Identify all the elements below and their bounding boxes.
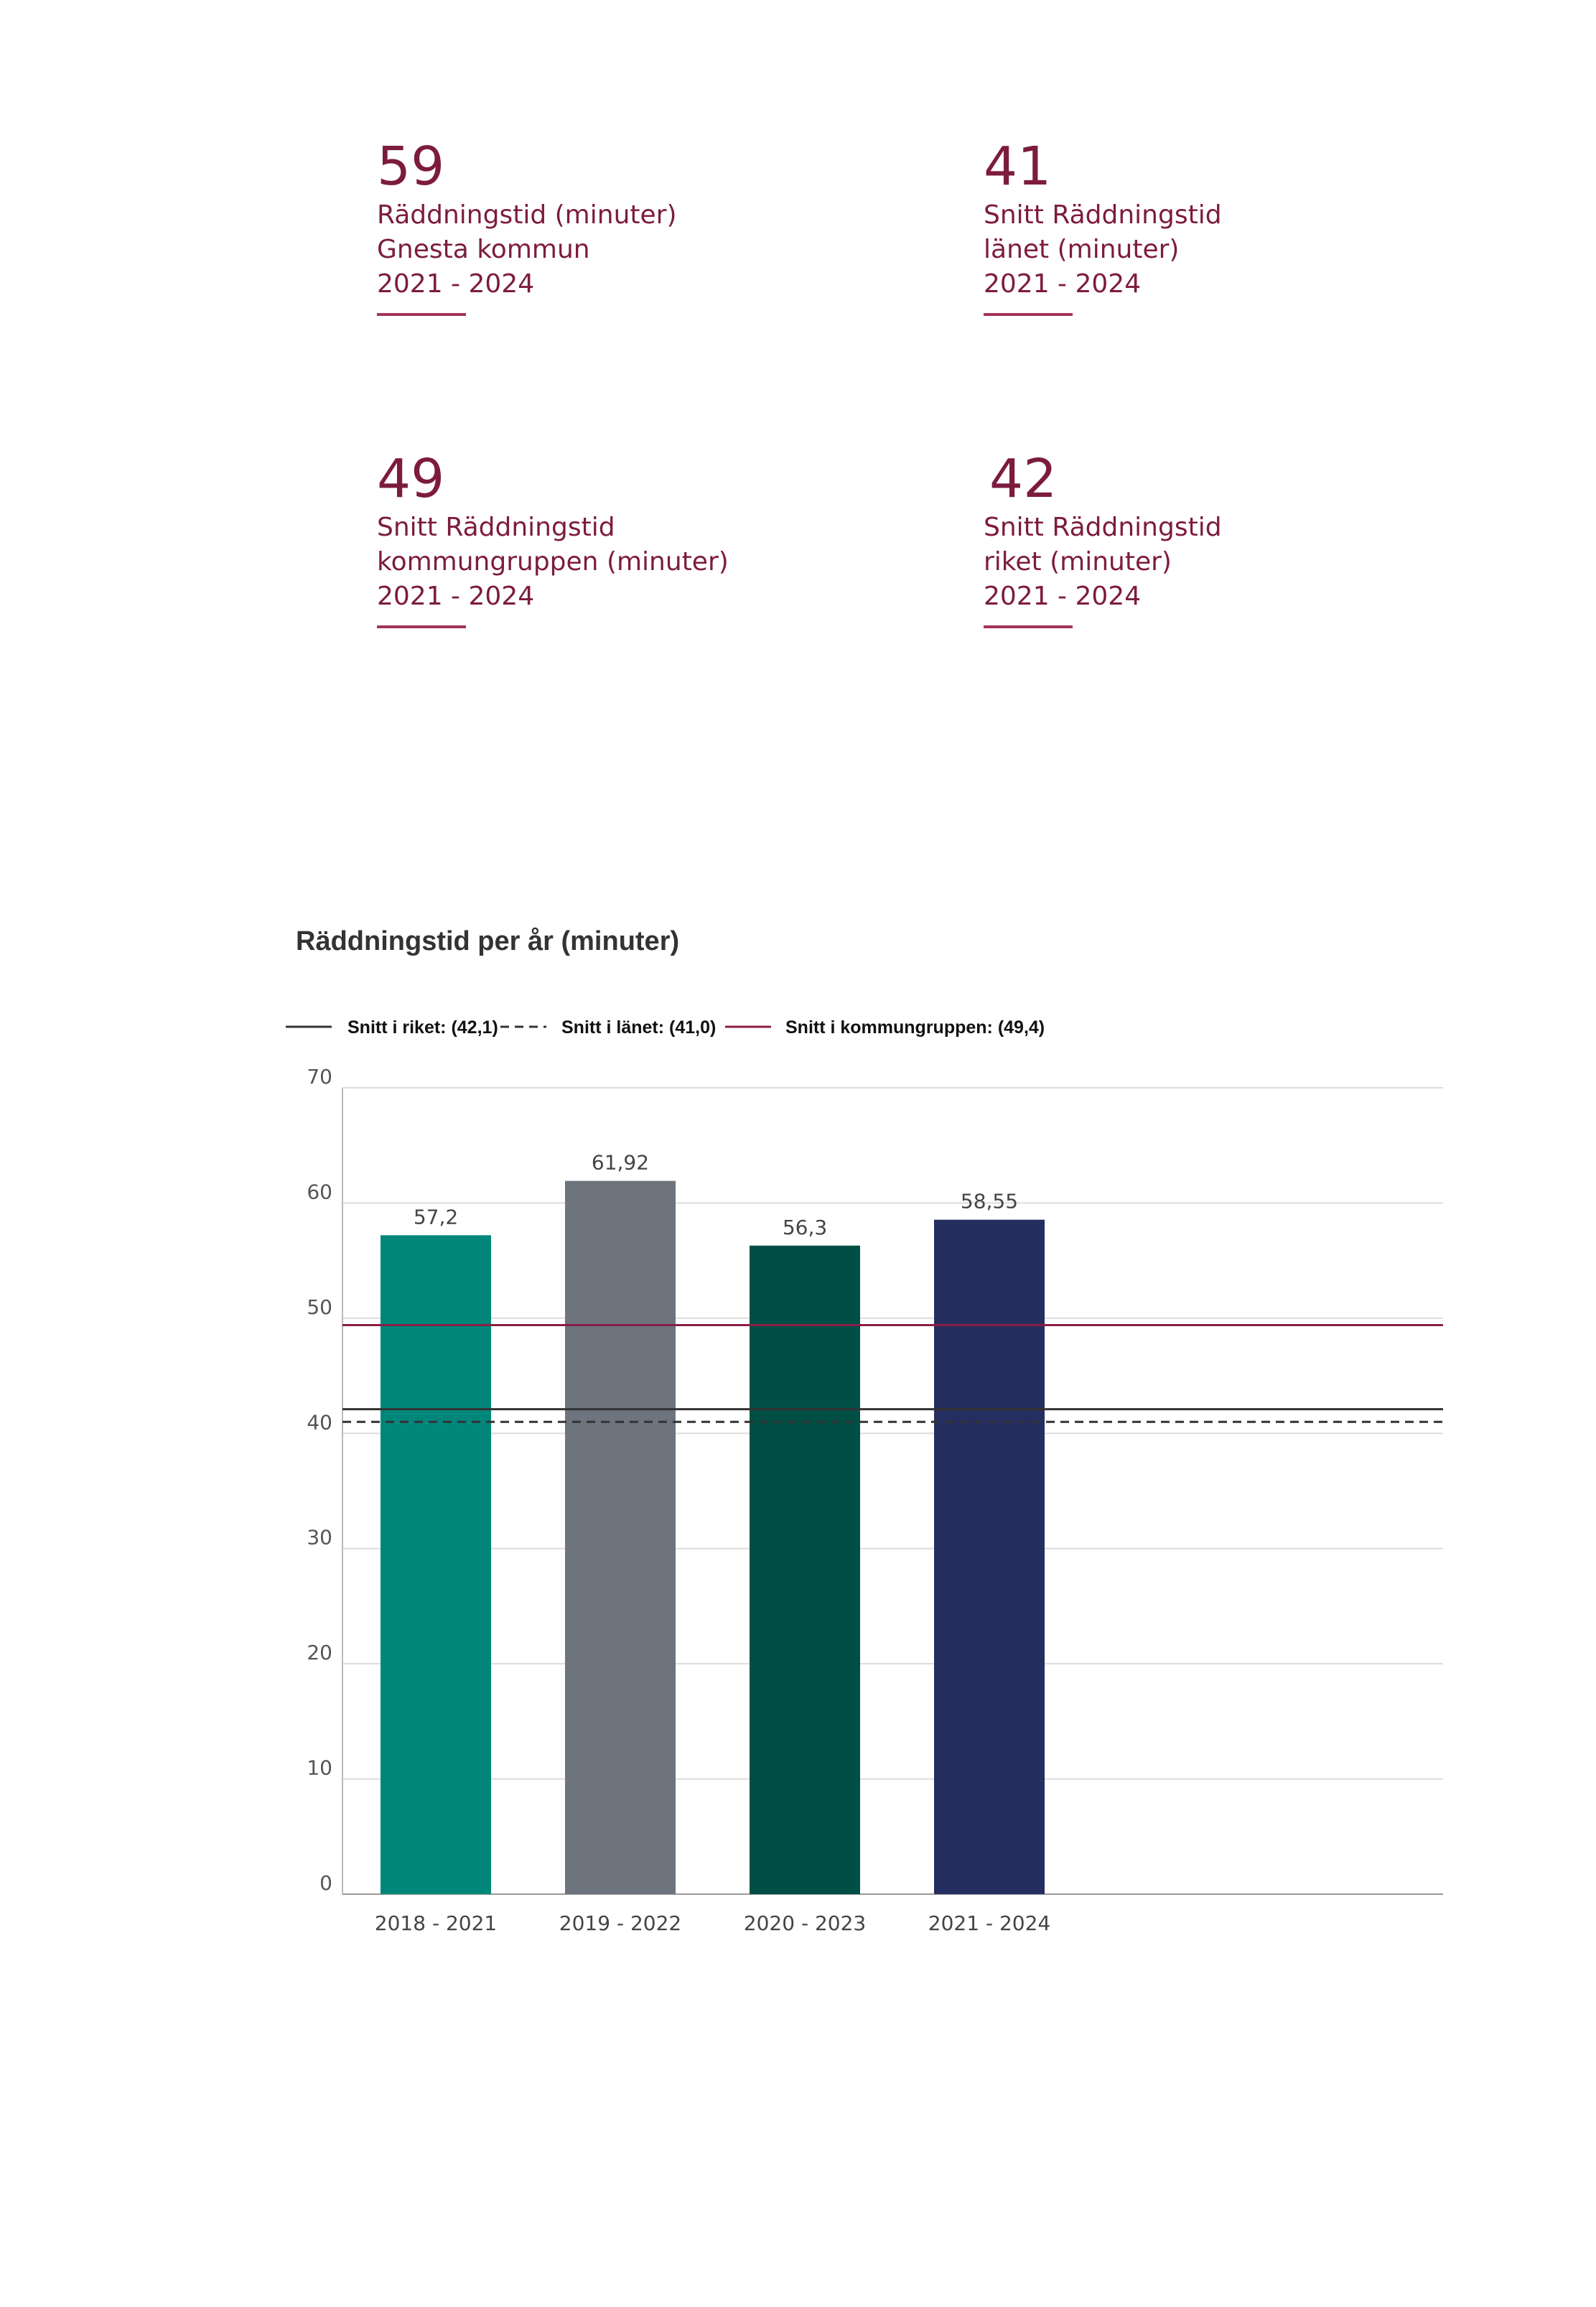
- kpi-kommungrupp-response-time: 49 Snitt Räddningstid kommungruppen (min…: [377, 449, 729, 628]
- kpi-period: 2021 - 2024: [377, 269, 535, 299]
- legend-label: Snitt i länet: (41,0): [561, 1017, 716, 1038]
- kpi-riket-response-time: 42 Snitt Räddningstid riket (minuter) 20…: [984, 449, 1222, 628]
- kpi-value: 42: [989, 448, 1058, 510]
- y-tick-label: 30: [307, 1526, 332, 1549]
- kpi-label-line: Snitt Räddningstid: [984, 513, 1222, 542]
- y-tick-label: 70: [307, 1065, 332, 1089]
- data-label: 61,92: [592, 1151, 649, 1175]
- kpi-period: 2021 - 2024: [377, 582, 535, 611]
- kpi-label-line: Räddningstid (minuter): [377, 200, 677, 230]
- kpi-underline: [984, 313, 1073, 316]
- y-tick-label: 20: [307, 1641, 332, 1664]
- kpi-label-line: Snitt Räddningstid: [377, 513, 615, 542]
- x-tick-label: 2018 - 2021: [375, 1911, 497, 1935]
- x-tick-label: 2021 - 2024: [928, 1911, 1050, 1935]
- kpi-underline: [377, 313, 466, 316]
- bar: [565, 1180, 676, 1894]
- kpi-period: 2021 - 2024: [984, 582, 1142, 611]
- legend-label: Snitt i kommungruppen: (49,4): [785, 1017, 1045, 1038]
- kpi-gnesta-response-time: 59 Räddningstid (minuter) Gnesta kommun …: [377, 136, 677, 316]
- y-tick-label: 60: [307, 1180, 332, 1203]
- y-tick-label: 0: [319, 1871, 332, 1895]
- kpi-underline: [984, 625, 1073, 628]
- kpi-label-line: länet (minuter): [984, 235, 1180, 264]
- kpi-label-line: riket (minuter): [984, 547, 1172, 577]
- y-tick-label: 10: [307, 1756, 332, 1780]
- data-label: 56,3: [783, 1216, 827, 1239]
- kpi-label-line: Snitt Räddningstid: [984, 200, 1222, 230]
- kpi-lanet-response-time: 41 Snitt Räddningstid länet (minuter) 20…: [984, 136, 1222, 316]
- kpi-period: 2021 - 2024: [984, 269, 1142, 299]
- legend-label: Snitt i riket: (42,1): [347, 1017, 498, 1038]
- x-tick-label: 2020 - 2023: [744, 1911, 866, 1935]
- data-label: 58,55: [961, 1190, 1018, 1213]
- chart-title: Räddningstid per år (minuter): [296, 926, 680, 956]
- kpi-label-line: Gnesta kommun: [377, 235, 590, 264]
- data-label: 57,2: [414, 1205, 458, 1229]
- kpi-underline: [377, 625, 466, 628]
- y-tick-label: 40: [307, 1410, 332, 1434]
- kpi-label-line: kommungruppen (minuter): [377, 547, 729, 577]
- bar: [381, 1235, 491, 1894]
- kpi-value: 49: [377, 448, 445, 510]
- kpi-value: 41: [984, 136, 1052, 197]
- bar: [934, 1219, 1045, 1894]
- bar: [750, 1245, 860, 1894]
- x-tick-label: 2019 - 2022: [559, 1911, 681, 1935]
- kpi-value: 59: [377, 136, 445, 197]
- y-tick-label: 50: [307, 1295, 332, 1319]
